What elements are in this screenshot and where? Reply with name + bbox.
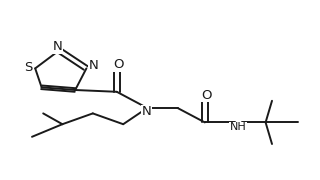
Text: O: O: [113, 58, 124, 71]
Text: N: N: [142, 105, 151, 118]
Text: NH: NH: [230, 122, 247, 132]
Text: N: N: [53, 40, 62, 53]
Text: S: S: [24, 61, 32, 74]
Text: N: N: [89, 59, 98, 72]
Text: O: O: [201, 89, 212, 102]
